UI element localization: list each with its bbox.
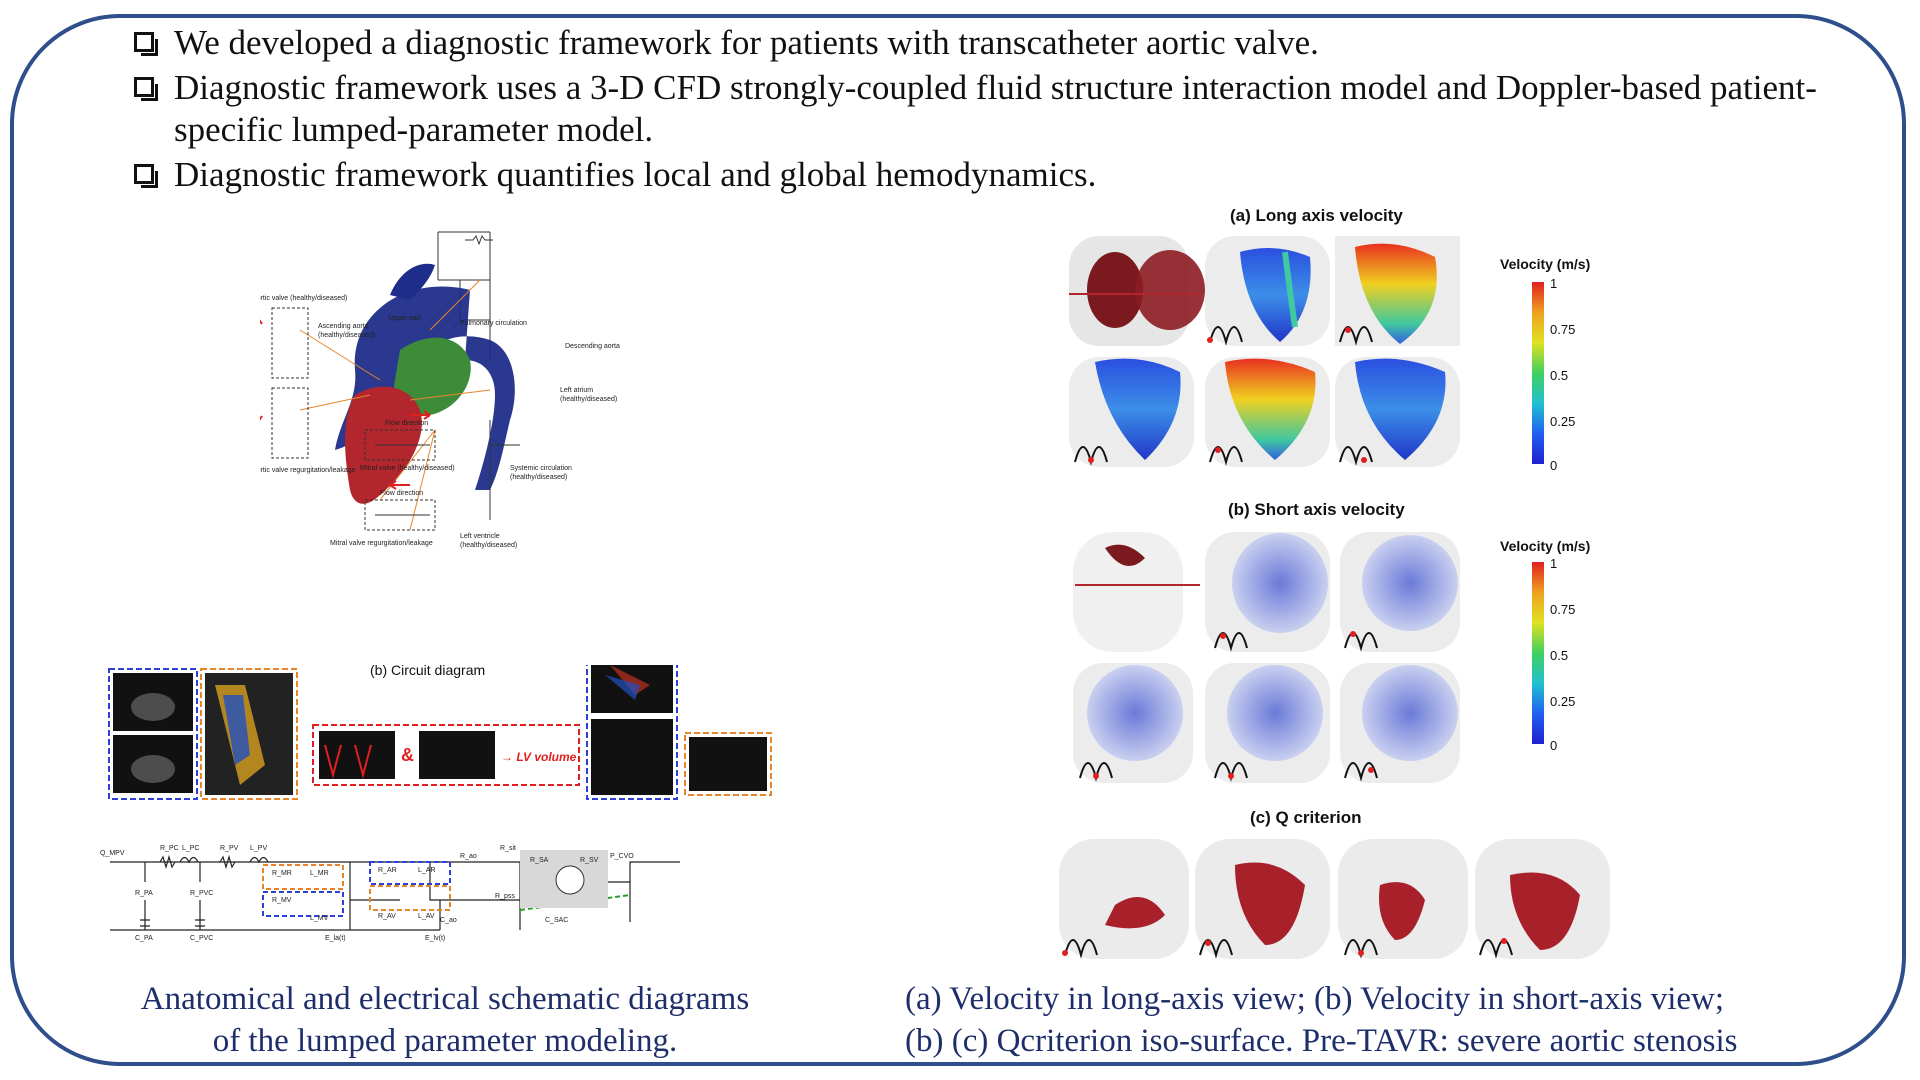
svg-text:L_AR: L_AR <box>418 867 436 874</box>
svg-text:Systemic circulation: Systemic circulation <box>510 465 572 472</box>
colorbar-b-tick: 1 <box>1550 556 1558 571</box>
colorbar-a-tick: 1 <box>1550 276 1558 291</box>
svg-text:R_AV: R_AV <box>378 913 396 920</box>
panel-a-title: (a) Long axis velocity <box>1230 206 1403 225</box>
svg-text:R_sit: R_sit <box>500 845 516 852</box>
panel-b-title: (b) Short axis velocity <box>1228 500 1405 519</box>
svg-text:C_PA: C_PA <box>135 935 153 942</box>
svg-text:Ascending aorta: Ascending aorta <box>318 323 369 330</box>
right-caption-line-2: (b) (c) Qcriterion iso-surface. Pre-TAVR… <box>905 1023 1738 1059</box>
svg-text:L_MR: L_MR <box>310 870 329 877</box>
left-figure-caption: Anatomical and electrical schematic diag… <box>100 978 790 1062</box>
colorbar-a-tick: 0.25 <box>1550 414 1576 429</box>
right-caption-line-1: (a) Velocity in long-axis view; (b) Velo… <box>905 981 1725 1017</box>
svg-text:Pulmonary circulation: Pulmonary circulation <box>460 320 527 327</box>
svg-text:Left atrium: Left atrium <box>560 387 593 394</box>
amp-symbol: & <box>401 745 414 765</box>
colorbar-b-title: Velocity (m/s) <box>1500 538 1591 554</box>
svg-text:R_SA: R_SA <box>530 857 549 864</box>
q-criterion-svg <box>1059 839 1610 959</box>
svg-text:L_MV: L_MV <box>310 915 329 922</box>
colorbar-b-tick: 0.5 <box>1550 648 1569 663</box>
lv-volume-label: → LV volume <box>501 750 577 764</box>
svg-text:Aortic valve regurgitation/lea: Aortic valve regurgitation/leakage <box>260 467 356 474</box>
svg-text:Mitral valve (healthy/diseased: Mitral valve (healthy/diseased) <box>360 465 455 472</box>
svg-text:(healthy/diseased): (healthy/diseased) <box>510 474 567 481</box>
circuit-diagram-caption: (b) Circuit diagram <box>370 662 486 678</box>
svg-text:R_pss: R_pss <box>495 893 515 900</box>
left-caption-line-1: Anatomical and electrical schematic diag… <box>140 981 750 1017</box>
colorbar-a-tick: 0.5 <box>1550 368 1569 383</box>
svg-text:Q_MPV: Q_MPV <box>100 850 125 857</box>
svg-text:C_ao: C_ao <box>440 917 457 924</box>
svg-text:P_CVO: P_CVO <box>610 853 634 860</box>
bullet-item: Diagnostic framework quantifies local an… <box>130 154 1850 196</box>
colorbar-a-tick: 0 <box>1550 458 1558 473</box>
svg-text:L_PC: L_PC <box>182 845 200 852</box>
svg-text:R_PA: R_PA <box>135 890 153 897</box>
q-criterion-grid <box>1055 835 1615 965</box>
long-axis-velocity-grid <box>1065 232 1465 482</box>
panel-c-title: (c) Q criterion <box>1250 808 1362 827</box>
svg-text:E_lv(t): E_lv(t) <box>425 935 445 942</box>
svg-text:Flow direction: Flow direction <box>380 490 423 497</box>
checkbox-bullet-icon <box>134 77 158 101</box>
right-figure-caption: (a) Velocity in long-axis view; (b) Velo… <box>905 978 1885 1062</box>
svg-text:Flow direction: Flow direction <box>385 420 428 427</box>
svg-text:C_SAC: C_SAC <box>545 917 568 924</box>
bullet-item: Diagnostic framework uses a 3-D CFD stro… <box>130 67 1850 151</box>
bullet-list: We developed a diagnostic framework for … <box>130 22 1850 199</box>
svg-text:L_PV: L_PV <box>250 845 267 852</box>
svg-text:R_MR: R_MR <box>272 870 292 877</box>
svg-text:R_PVC: R_PVC <box>190 890 213 897</box>
short-axis-grid-svg <box>1073 532 1460 783</box>
lumped-circuit-svg: Q_MPV R_PC L_PC R_PV L_PV R_PA C_PA R_PV… <box>100 845 680 942</box>
svg-text:R_SV: R_SV <box>580 857 599 864</box>
svg-text:R_MV: R_MV <box>272 897 292 904</box>
short-axis-velocity-grid <box>1065 528 1465 793</box>
colorbar-a-title: Velocity (m/s) <box>1500 256 1591 272</box>
svg-text:Aortic valve (healthy/diseased: Aortic valve (healthy/diseased) <box>260 295 347 302</box>
colorbar-a-tick: 0.75 <box>1550 322 1576 337</box>
colorbar-b-tick: 0.75 <box>1550 602 1576 617</box>
anatomical-diagram-svg: Upper part Pulmonary circulation Descend… <box>252 231 620 549</box>
svg-text:Descending aorta: Descending aorta <box>565 343 620 350</box>
svg-text:C_PVC: C_PVC <box>190 935 213 942</box>
svg-text:(healthy/diseased): (healthy/diseased) <box>460 542 517 549</box>
long-axis-grid-svg <box>1069 236 1460 467</box>
svg-text:L_AV: L_AV <box>418 913 435 920</box>
lumped-parameter-circuit: Q_MPV R_PC L_PC R_PV L_PV R_PA C_PA R_PV… <box>100 800 770 945</box>
echo-image-strip: & → LV volume <box>105 634 775 800</box>
checkbox-bullet-icon <box>134 164 158 188</box>
bullet-item: We developed a diagnostic framework for … <box>130 22 1850 64</box>
svg-text:Mitral valve regurgitation/lea: Mitral valve regurgitation/leakage <box>330 540 433 547</box>
svg-text:R_PV: R_PV <box>220 845 239 852</box>
slide-frame <box>10 14 1906 1066</box>
echo-images-svg: & → LV volume <box>108 634 772 800</box>
svg-text:Left ventricle: Left ventricle <box>460 533 500 540</box>
svg-text:R_AR: R_AR <box>378 867 397 874</box>
colorbar-b-tick: 0 <box>1550 738 1558 753</box>
svg-text:(healthy/diseased): (healthy/diseased) <box>560 396 617 403</box>
svg-text:(healthy/diseased): (healthy/diseased) <box>318 332 375 339</box>
left-caption-line-2: of the lumped parameter modeling. <box>212 1023 678 1059</box>
colorbar-b-tick: 0.25 <box>1550 694 1576 709</box>
colorbar-a <box>1532 282 1544 464</box>
svg-text:R_PC: R_PC <box>160 845 179 852</box>
svg-text:R_ao: R_ao <box>460 853 477 860</box>
colorbar-b <box>1532 562 1544 744</box>
svg-text:E_la(t): E_la(t) <box>325 935 346 942</box>
svg-text:Upper part: Upper part <box>388 315 421 322</box>
anatomical-diagram: Upper part Pulmonary circulation Descend… <box>252 220 640 650</box>
checkbox-bullet-icon <box>134 32 158 56</box>
